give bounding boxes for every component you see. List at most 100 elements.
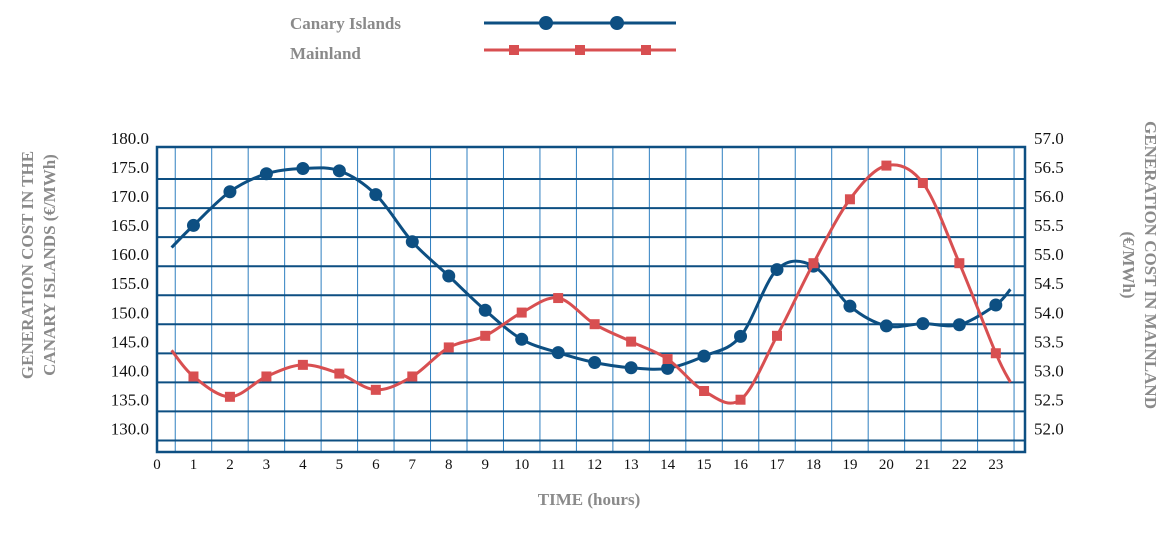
data-point-mainland: [735, 394, 746, 405]
x-tick-label: 3: [263, 457, 271, 473]
data-point-canary: [332, 164, 346, 178]
data-point-mainland: [553, 293, 564, 304]
data-point-mainland: [480, 330, 491, 341]
x-tick-label: 13: [624, 457, 639, 473]
y-right-tick-label: 56.5: [1034, 158, 1064, 177]
data-point-canary: [259, 167, 273, 181]
data-point-canary: [551, 346, 565, 360]
x-tick-label: 12: [587, 457, 602, 473]
legend-marker-mainland: [509, 45, 519, 55]
y-right-tick-label: 54.5: [1034, 274, 1064, 293]
x-tick-label: 4: [299, 457, 307, 473]
data-point-mainland: [699, 386, 710, 396]
x-tick-label: 9: [481, 457, 489, 473]
data-point-canary: [515, 332, 529, 346]
data-point-mainland: [808, 258, 819, 269]
y-left-tick-label: 145.0: [111, 332, 149, 351]
grid: [157, 147, 1025, 452]
x-tick-label: 2: [226, 457, 234, 473]
x-tick-label: 23: [988, 457, 1003, 473]
data-point-mainland: [370, 384, 381, 395]
y-right-tick-label: 53.0: [1034, 361, 1064, 380]
data-point-canary: [916, 317, 930, 331]
data-point-canary: [588, 356, 602, 370]
series-line-canary: [170, 166, 1012, 371]
x-axis-title: TIME (hours): [538, 490, 640, 509]
data-point-mainland: [443, 342, 454, 353]
data-point-mainland: [516, 307, 527, 318]
y-axis-right-title-text: GENERATION COST IN MAINLAND(€/MWh): [1119, 121, 1160, 409]
legend-marker-canary: [539, 16, 553, 30]
data-point-canary: [405, 235, 419, 249]
data-point-mainland: [917, 178, 928, 189]
y-left-tick-label: 155.0: [111, 274, 149, 293]
data-point-canary: [661, 361, 675, 375]
y-left-tick-label: 175.0: [111, 158, 149, 177]
y-left-tick-label: 170.0: [111, 187, 149, 206]
data-point-mainland: [990, 348, 1001, 359]
data-point-canary: [879, 319, 893, 333]
data-point-canary: [989, 298, 1003, 312]
data-point-mainland: [881, 160, 892, 171]
legend: Canary Islands Mainland: [290, 14, 676, 63]
x-tick-label: 5: [336, 457, 344, 473]
data-point-canary: [186, 218, 200, 232]
legend-label-mainland: Mainland: [290, 44, 361, 63]
data-point-canary: [952, 318, 966, 332]
legend-marker-mainland: [575, 45, 585, 55]
y-right-tick-label: 52.0: [1034, 419, 1064, 438]
data-point-canary: [369, 188, 383, 202]
y-left-tick-label: 160.0: [111, 245, 149, 264]
data-point-mainland: [772, 330, 782, 341]
x-tick-label: 1: [190, 457, 198, 473]
data-point-canary: [223, 185, 237, 199]
data-point-canary: [442, 269, 456, 283]
y-left-tick-label: 150.0: [111, 303, 149, 322]
data-point-mainland: [662, 354, 673, 365]
y-right-tick-label: 52.5: [1034, 390, 1064, 409]
data-point-mainland: [844, 194, 855, 205]
x-tick-label: 11: [551, 457, 565, 473]
tick-labels: 0 1 2 3 4 5 6 7 8 9 10 11 12 13 14 15 16 17 18 19 20 21 22 2318…: [111, 129, 1064, 473]
data-point-mainland: [407, 371, 418, 382]
data-point-mainland: [954, 258, 965, 269]
x-tick-label: 15: [697, 457, 712, 473]
data-point-canary: [697, 349, 711, 363]
x-tick-label: 0: [153, 457, 161, 473]
x-tick-label: 20: [879, 457, 894, 473]
y-left-tick-label: 130.0: [111, 419, 149, 438]
data-point-mainland: [334, 368, 345, 379]
series-layer: [170, 160, 1012, 405]
y-right-tick-label: 55.5: [1034, 216, 1064, 235]
x-tick-label: 14: [660, 457, 676, 473]
y-axis-right-title: GENERATION COST IN MAINLAND(€/MWh): [1119, 121, 1160, 409]
y-right-tick-label: 56.0: [1034, 187, 1064, 206]
y-right-tick-label: 55.0: [1034, 245, 1064, 264]
data-point-mainland: [224, 391, 235, 402]
y-left-tick-label: 135.0: [111, 390, 149, 409]
data-point-mainland: [261, 371, 272, 382]
x-tick-label: 6: [372, 457, 380, 473]
data-point-mainland: [297, 359, 308, 370]
x-tick-label: 10: [514, 457, 529, 473]
x-tick-label: 18: [806, 457, 821, 473]
y-left-tick-label: 140.0: [111, 361, 149, 380]
data-point-canary: [624, 361, 638, 375]
x-tick-label: 22: [952, 457, 967, 473]
y-axis-left-title: GENERATION COST IN THE CANARY ISLANDS (€/…: [18, 151, 59, 379]
x-tick-label: 8: [445, 457, 453, 473]
data-point-canary: [734, 329, 748, 343]
legend-marker-canary: [610, 16, 624, 30]
x-tick-label: 19: [842, 457, 857, 473]
y-axis-left-title-text: GENERATION COST IN THE CANARY ISLANDS (€/…: [18, 151, 59, 379]
legend-marker-mainland: [641, 45, 651, 55]
x-tick-label: 21: [915, 457, 930, 473]
data-point-mainland: [626, 336, 637, 347]
y-left-tick-label: 165.0: [111, 216, 149, 235]
data-point-canary: [296, 161, 310, 175]
data-point-mainland: [589, 319, 600, 330]
plot-area-frame: [155, 145, 1027, 454]
y-right-tick-label: 54.0: [1034, 303, 1064, 322]
x-tick-label: 7: [409, 457, 417, 473]
